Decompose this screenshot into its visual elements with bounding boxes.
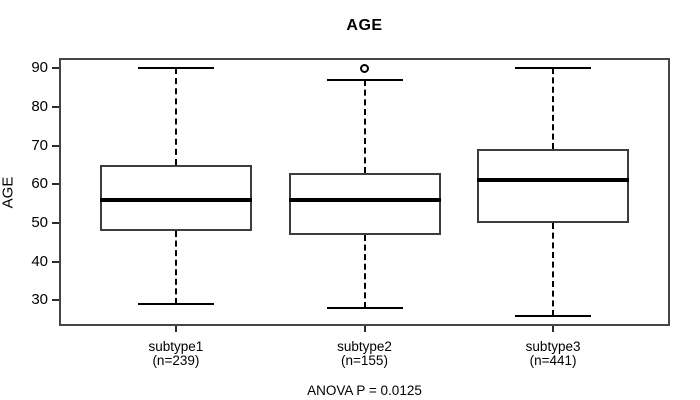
upper-whisker [174,68,177,165]
category-count: (n=155) [341,352,388,368]
box-iqr [288,172,441,235]
y-axis-tick-label: 80 [31,97,48,115]
upper-whisker-cap [326,78,403,81]
lower-whisker [174,230,177,305]
anova-p-value: ANOVA P = 0.0125 [307,383,422,398]
y-axis-tick [52,67,59,70]
y-axis-tick [52,299,59,302]
median-line [477,178,630,183]
category-label: subtype1 (n=239) [106,340,246,367]
y-axis-tick [52,221,59,224]
lower-whisker [552,222,555,316]
category-count: (n=441) [529,352,577,368]
y-axis-tick-label: 30 [31,291,48,309]
median-line [288,197,441,202]
lower-whisker-cap [326,307,403,310]
y-axis-tick-label: 60 [31,175,48,193]
upper-whisker-cap [515,67,592,70]
y-axis-tick-label: 40 [31,252,48,270]
y-axis-tick [52,105,59,108]
category-label: subtype3 (n=441) [483,340,623,367]
upper-whisker [552,68,555,150]
lower-whisker-cap [515,314,592,317]
lower-whisker-cap [137,303,214,306]
chart-title: AGE [346,17,383,34]
x-axis-tick [552,326,555,332]
lower-whisker [363,234,366,309]
y-axis-tick [52,260,59,263]
outlier-point [360,63,369,73]
upper-whisker [363,79,366,173]
box-iqr [477,149,630,223]
category-label: subtype2 (n=155) [295,340,435,367]
upper-whisker-cap [137,67,214,70]
y-axis-tick-label: 50 [31,213,48,231]
y-axis-tick-label: 70 [31,136,48,154]
category-name: subtype2 [337,339,392,354]
y-axis-tick [52,183,59,186]
median-line [99,197,252,202]
category-name: subtype1 [148,339,204,354]
x-axis-tick [363,326,366,332]
category-name: subtype3 [525,339,581,354]
x-axis-tick [174,326,177,332]
category-count: (n=239) [152,352,200,368]
y-axis-tick [52,144,59,147]
y-axis-tick-label: 90 [31,59,48,77]
